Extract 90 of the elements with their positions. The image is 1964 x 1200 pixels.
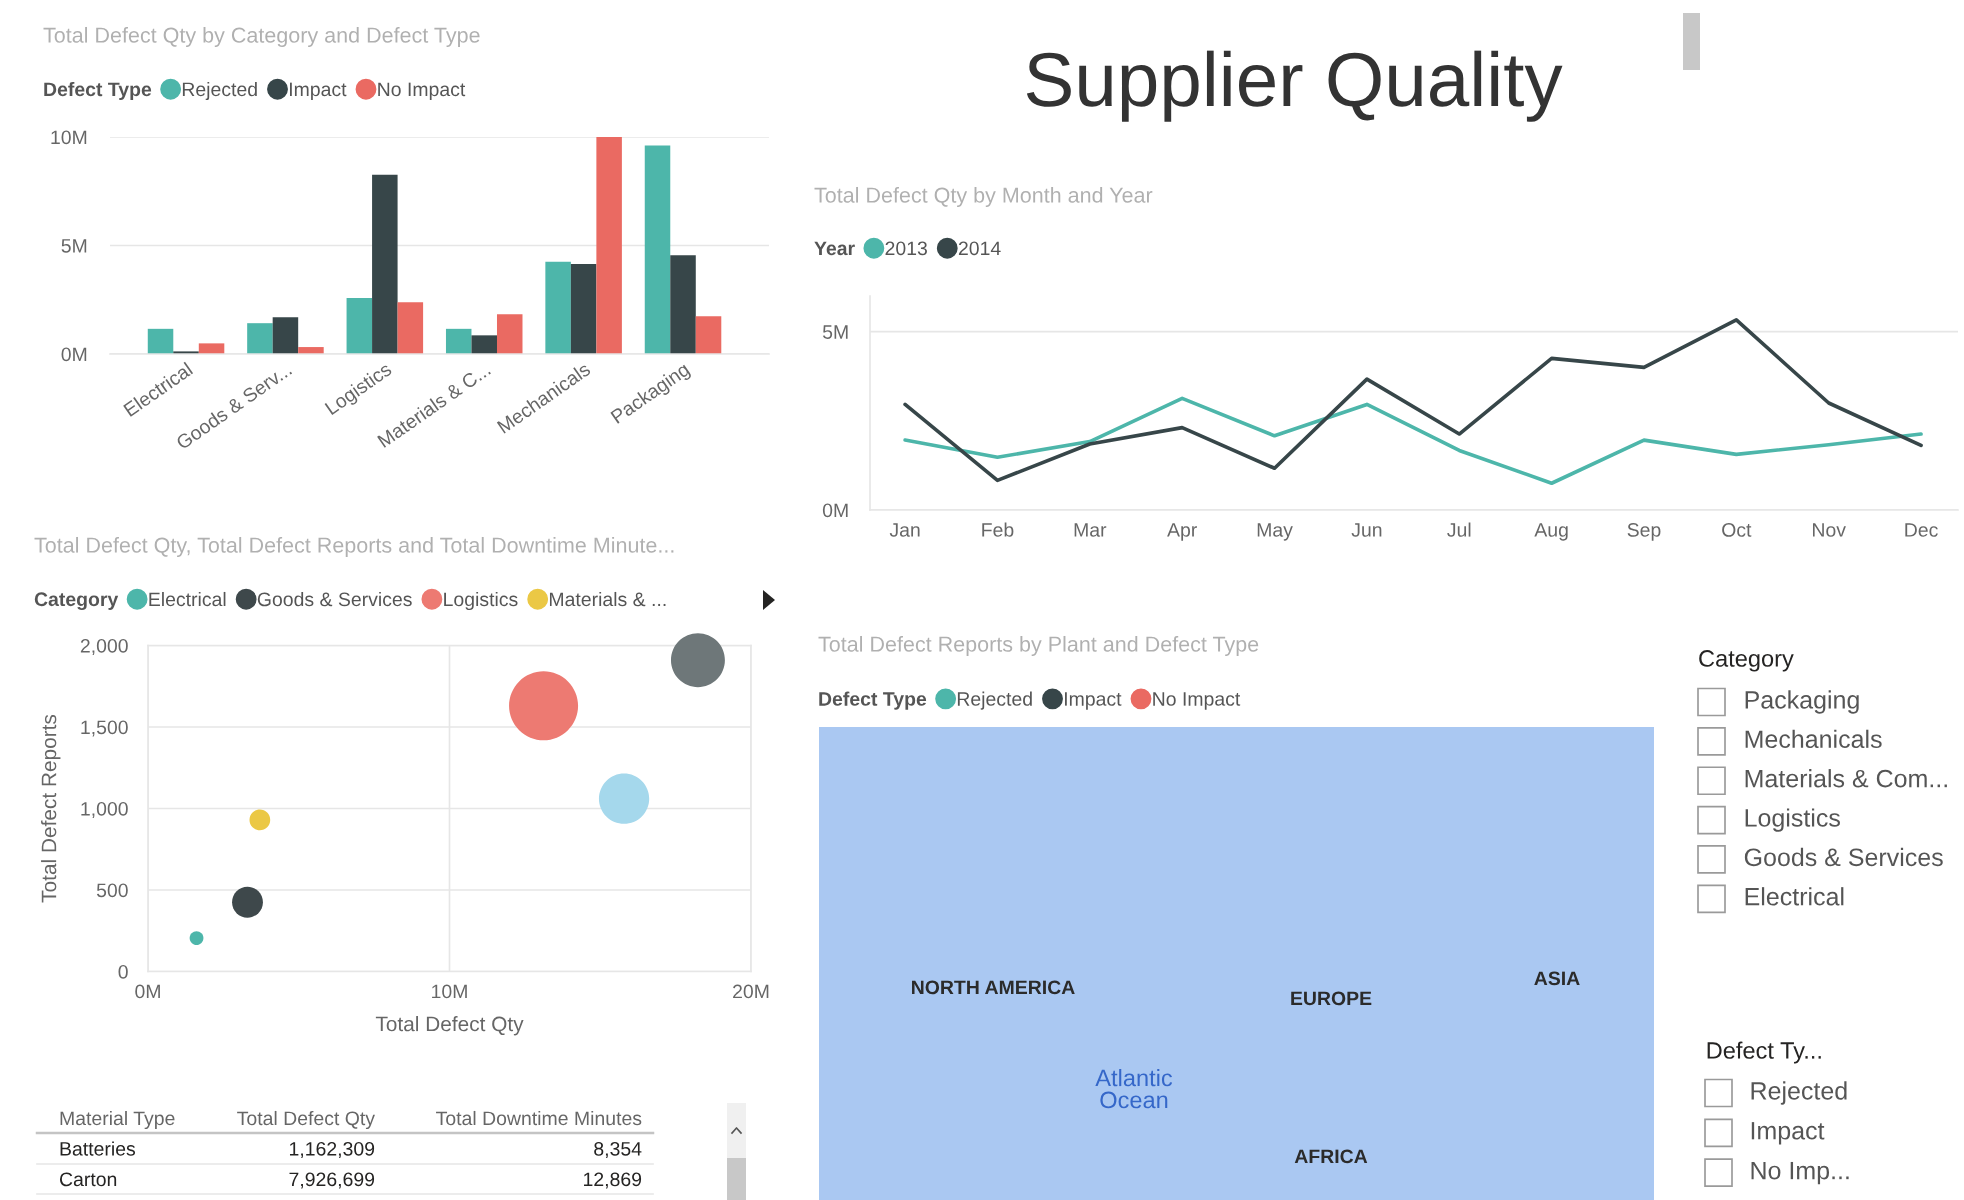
- bar: [397, 302, 424, 354]
- text: Rejected: [1751, 1081, 1847, 1105]
- text: Atlantic Ocean: [1095, 1068, 1173, 1109]
- x-tick-label: Feb: [982, 522, 1014, 537]
- text: 1,162,309: [289, 1141, 375, 1159]
- y-tick-label: 1,500: [81, 720, 128, 737]
- y-tick-label: 2,000: [80, 638, 128, 656]
- x-tick-label: Apr: [1167, 523, 1197, 541]
- legend-label: Impact: [289, 82, 347, 101]
- legend-title: Defect Type: [819, 691, 927, 710]
- bar: [147, 328, 174, 354]
- x-tick-label: Sep: [1627, 523, 1661, 541]
- text: Packaging: [1745, 690, 1859, 714]
- bar: [496, 314, 523, 354]
- text: Materials & Com...: [1745, 769, 1947, 788]
- bar: [545, 261, 571, 354]
- x-tick-label: Jun: [1351, 523, 1382, 537]
- text: Carton: [59, 1172, 117, 1187]
- text: Impact: [1751, 1122, 1825, 1145]
- y-tick-label: 0M: [61, 347, 87, 362]
- text: NORTH AMERICA: [912, 980, 1075, 995]
- x-tick-label: Dec: [1905, 523, 1938, 537]
- text: Logistics: [1745, 808, 1840, 832]
- text: 8,354: [594, 1141, 642, 1159]
- legend-label: Impact: [1064, 692, 1122, 710]
- line-series: [903, 396, 1923, 486]
- text: Defect Ty...: [1707, 1041, 1821, 1064]
- text: Category: [1699, 650, 1794, 672]
- legend-title: Defect Type: [44, 81, 152, 101]
- text: 7,926,699: [289, 1172, 375, 1189]
- bar: [471, 335, 497, 354]
- bar: [596, 137, 622, 354]
- text: Goods & Services: [1744, 847, 1943, 867]
- text: Total Defect Qty: [237, 1110, 375, 1130]
- y-tick-label: 0: [118, 964, 128, 979]
- legend-label: No Impact: [378, 82, 466, 101]
- legend-label: Logistics: [444, 591, 518, 611]
- bar: [247, 323, 273, 354]
- x-tick-label: Aug: [1534, 523, 1568, 541]
- bar: [670, 255, 696, 354]
- text: Total Defect Reports by Plant and Defect Type: [818, 635, 1259, 657]
- x-axis-title: Total Defect Qty: [375, 1016, 524, 1036]
- y-tick-label: 1,000: [81, 801, 128, 819]
- text: ASIA: [1534, 971, 1580, 986]
- x-tick-label: May: [1257, 523, 1293, 541]
- x-tick-label: 20M: [733, 984, 769, 999]
- text: 12,869: [584, 1172, 642, 1189]
- text: Material Type: [60, 1110, 175, 1130]
- x-tick-label: Jan: [889, 523, 920, 537]
- legend-label: Electrical: [149, 591, 226, 607]
- chart-title: Total Defect Qty by Month and Year: [814, 186, 1153, 208]
- text: No Imp...: [1751, 1161, 1849, 1185]
- bar: [644, 145, 671, 354]
- text: Mechanicals: [1745, 729, 1882, 749]
- y-tick-label: 500: [96, 883, 128, 898]
- y-tick-label: 5M: [822, 325, 848, 339]
- bar: [272, 317, 299, 354]
- legend-title: Category: [34, 592, 119, 611]
- text: Electrical: [1745, 887, 1844, 906]
- bar: [570, 263, 597, 354]
- legend-label: 2014: [958, 241, 1001, 256]
- bar: [346, 298, 373, 354]
- chart-title: Total Defect Qty, Total Defect Reports and Total Downtime Minute...: [34, 536, 674, 558]
- bar: [372, 174, 398, 354]
- legend-title: Year: [814, 241, 855, 256]
- bar: [695, 316, 722, 354]
- legend-label: Rejected: [182, 81, 257, 101]
- y-axis-title: Total Defect Reports: [41, 714, 61, 903]
- legend-label: Materials & ...: [549, 591, 666, 607]
- y-tick-label: 10M: [51, 130, 87, 145]
- bar: [198, 343, 225, 354]
- line-series: [903, 318, 1923, 483]
- legend-label: 2013: [885, 241, 927, 256]
- chart-title: Total Defect Qty by Category and Defect Type: [43, 26, 480, 48]
- x-tick-label: 0M: [135, 984, 160, 999]
- x-tick-label: 10M: [432, 984, 467, 999]
- x-tick-label: Oct: [1722, 523, 1752, 537]
- bar: [445, 328, 472, 354]
- legend-label: No Impact: [1153, 692, 1241, 710]
- text: Supplier Quality: [1026, 50, 1563, 122]
- text: AFRICA: [1294, 1149, 1368, 1164]
- text: Batteries: [60, 1141, 136, 1156]
- legend-label: Rejected: [957, 691, 1032, 710]
- x-tick-label: Mar: [1074, 523, 1107, 537]
- text: EUROPE: [1291, 991, 1372, 1006]
- y-tick-label: 5M: [61, 239, 87, 253]
- x-tick-label: Nov: [1813, 523, 1846, 537]
- x-tick-label: Jul: [1447, 522, 1471, 537]
- legend-label: Goods & Services: [257, 591, 412, 607]
- text: Total Downtime Minutes: [436, 1110, 642, 1126]
